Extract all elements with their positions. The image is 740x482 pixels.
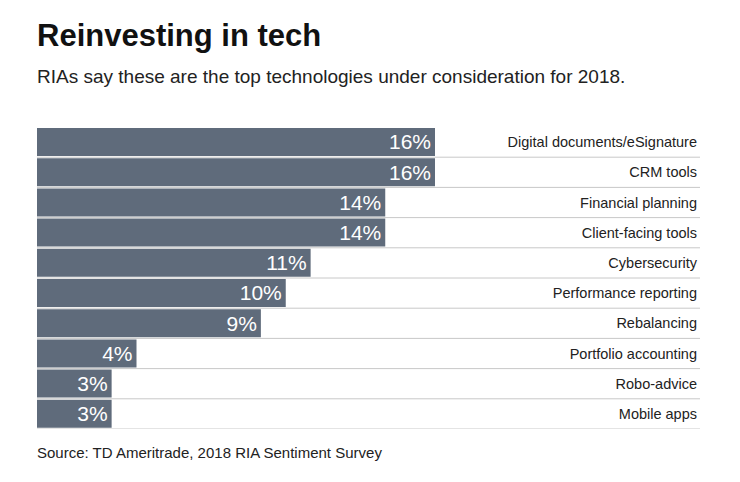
svg-text:4%: 4% — [102, 342, 132, 365]
svg-text:16%: 16% — [389, 130, 431, 153]
svg-text:3%: 3% — [77, 402, 107, 425]
svg-text:Robo-advice: Robo-advice — [616, 376, 697, 392]
svg-text:16%: 16% — [389, 161, 431, 184]
html-text:Source: TD Ameritrade, 2018 RI: Source: TD Ameritrade, 2018 RIA Sentimen… — [37, 444, 382, 461]
svg-text:Digital documents/eSignature: Digital documents/eSignature — [508, 134, 697, 150]
svg-text:CRM tools: CRM tools — [629, 164, 697, 180]
svg-text:9%: 9% — [227, 312, 257, 335]
html-text:Reinvesting in tech: Reinvesting in tech — [37, 18, 322, 53]
svg-text:Portfolio accounting: Portfolio accounting — [570, 346, 697, 362]
svg-text:Mobile apps: Mobile apps — [619, 406, 697, 422]
svg-text:14%: 14% — [339, 221, 381, 244]
svg-text:10%: 10% — [240, 281, 282, 304]
svg-text:Cybersecurity: Cybersecurity — [608, 255, 697, 271]
svg-text:Performance reporting: Performance reporting — [553, 285, 697, 301]
svg-text:14%: 14% — [339, 191, 381, 214]
svg-text:11%: 11% — [266, 251, 306, 274]
svg-text:3%: 3% — [77, 372, 107, 395]
svg-text:Rebalancing: Rebalancing — [616, 315, 697, 331]
svg-text:Financial planning: Financial planning — [580, 195, 697, 211]
html-text:RIAs say these are the top tec: RIAs say these are the top technologies … — [37, 66, 626, 87]
svg-text:Client-facing tools: Client-facing tools — [582, 225, 697, 241]
